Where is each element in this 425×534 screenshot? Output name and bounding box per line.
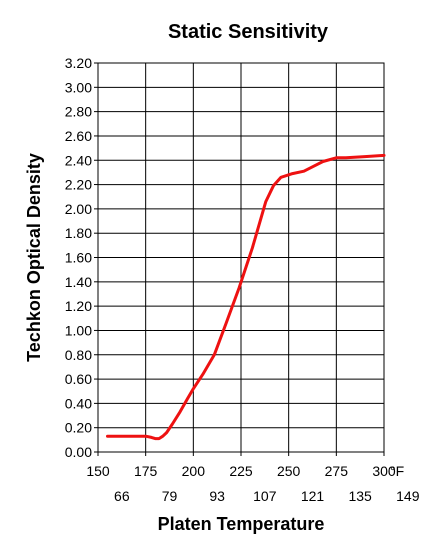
y-axis: 0.00 0.20 0.40 0.60 0.80 1.00 1.20 1.40 1.60 1.80… (65, 55, 98, 460)
x-tick-label-c: 107 (253, 488, 277, 504)
x-tick-label-c: 135 (348, 488, 372, 504)
grid (97, 62, 385, 453)
y-tick-label: 2.80 (65, 104, 92, 120)
y-tick-label: 1.60 (65, 250, 92, 266)
y-tick-label: 1.20 (65, 298, 92, 314)
y-tick-label: 1.00 (65, 322, 92, 338)
y-axis-title: Techkon Optical Density (24, 153, 44, 362)
y-tick-label: 2.20 (65, 177, 92, 193)
y-tick-label: 0.40 (65, 395, 92, 411)
x-axis: 150 175 200 225 250 275 300 66 79 93 107 121 135 149 °… (86, 452, 420, 504)
y-tick-label: 0.80 (65, 347, 92, 363)
y-tick-label: 0.60 (65, 371, 92, 387)
x-tick-label-c: 79 (162, 488, 178, 504)
y-tick-label: 2.40 (65, 152, 92, 168)
y-tick-label: 3.20 (65, 55, 92, 71)
x-tick-label-f: 275 (325, 463, 349, 479)
x-tick-label-f: 300 (372, 463, 396, 479)
y-tick-label: 1.80 (65, 225, 92, 241)
x-tick-label-c: 149 (396, 488, 420, 504)
y-tick-label: 2.00 (65, 201, 92, 217)
x-tick-label-f: 225 (229, 463, 253, 479)
y-tick-label: 2.60 (65, 128, 92, 144)
x-unit-f: °F (390, 463, 404, 479)
x-tick-label-f: 250 (277, 463, 301, 479)
y-tick-label: 3.00 (65, 79, 92, 95)
y-tick-label: 0.20 (65, 420, 92, 436)
series-layer (106, 153, 386, 441)
x-tick-label-c: 66 (114, 488, 130, 504)
x-tick-label-f: 200 (182, 463, 206, 479)
x-tick-label-f: 175 (134, 463, 158, 479)
y-tick-label: 1.40 (65, 274, 92, 290)
series-line (106, 153, 386, 441)
x-axis-title: Platen Temperature (158, 514, 325, 534)
y-tick-label: 0.00 (65, 444, 92, 460)
chart-title: Static Sensitivity (168, 21, 329, 43)
x-tick-label-c: 93 (209, 488, 225, 504)
x-tick-label-c: 121 (301, 488, 325, 504)
x-tick-label-f: 150 (86, 463, 110, 479)
